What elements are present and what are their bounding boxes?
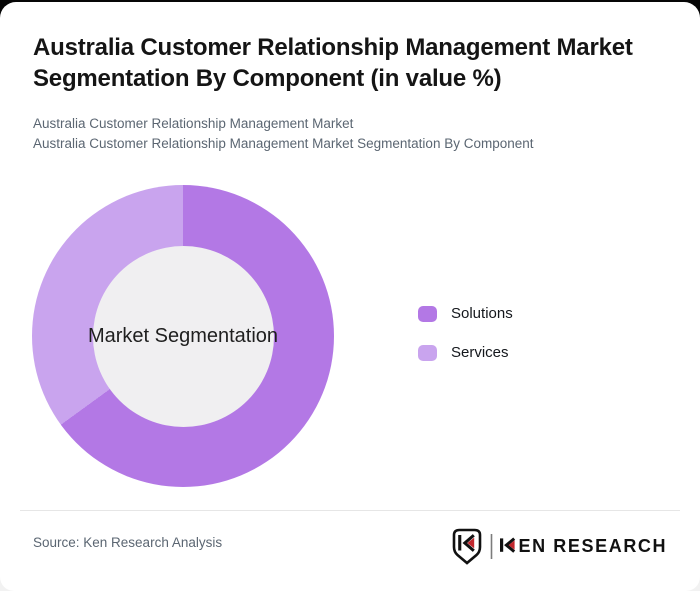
legend-label-services: Services [451, 344, 509, 361]
source-text: Source: Ken Research Analysis [33, 535, 223, 550]
donut-center: Market Segmentation [88, 245, 278, 427]
page-title: Australia Customer Relationship Manageme… [33, 34, 633, 92]
legend-swatch-solutions [418, 305, 437, 322]
subtitle-line-2: Australia Customer Relationship Manageme… [33, 136, 534, 151]
ken-research-logo-icon: EN RESEARCH [452, 528, 668, 565]
footer-divider [20, 510, 680, 511]
legend-label-solutions: Solutions [451, 305, 513, 322]
chart-subtitles: Australia Customer Relationship Manageme… [33, 114, 534, 154]
legend-item-services: Services [418, 344, 513, 361]
donut-chart: Market Segmentation [32, 185, 334, 487]
ken-research-logo: EN RESEARCH [450, 526, 672, 566]
logo-k-glyph [500, 537, 516, 553]
logo-wordmark: EN RESEARCH [519, 536, 668, 556]
legend-swatch-services [418, 344, 437, 361]
chart-legend: Solutions Services [418, 305, 513, 361]
donut-center-label: Market Segmentation [87, 324, 279, 347]
shield-k-badge-icon [452, 528, 482, 565]
subtitle-line-1: Australia Customer Relationship Manageme… [33, 116, 354, 131]
legend-item-solutions: Solutions [418, 305, 513, 322]
